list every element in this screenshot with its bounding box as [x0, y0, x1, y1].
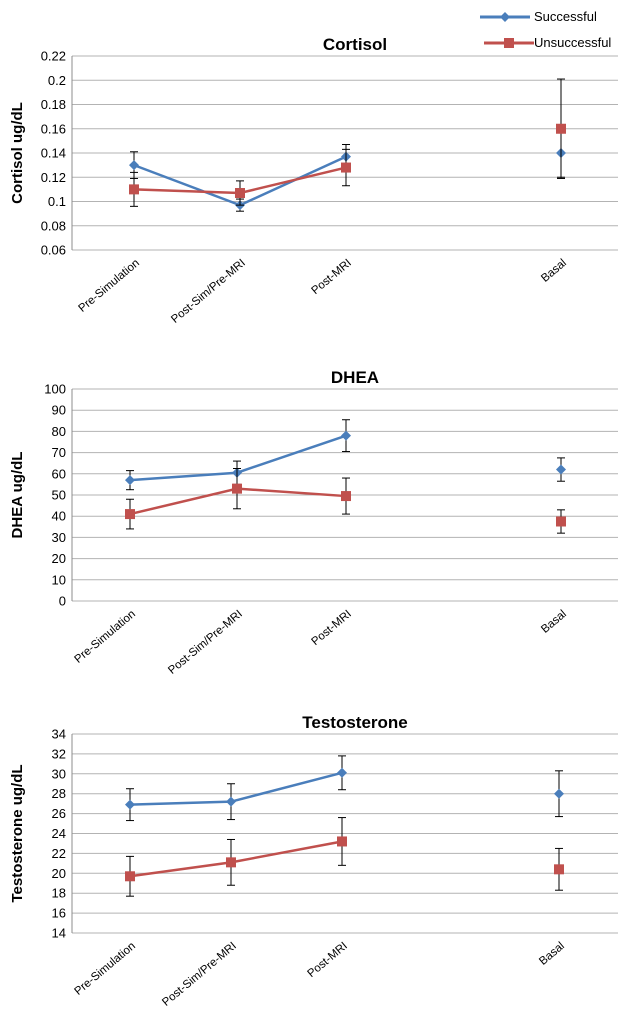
- testosterone-y-axis-label: Testosterone ug/dL: [9, 764, 26, 902]
- cortisol-y-tick-label: 0.16: [41, 121, 66, 136]
- testosterone-point-successful: [337, 767, 347, 778]
- dhea-point-unsuccessful: [125, 509, 135, 520]
- testosterone-y-tick-label: 30: [52, 766, 66, 781]
- dhea-y-tick-label: 70: [52, 445, 66, 460]
- cortisol-x-tick-label: Post-Sim/Pre-MRI: [169, 257, 248, 326]
- dhea-y-tick-label: 30: [52, 530, 66, 545]
- dhea-point-successful: [125, 475, 135, 486]
- legend-label-successful: Successful: [534, 9, 597, 24]
- dhea-x-tick-label: Post-MRI: [310, 608, 354, 648]
- legend-marker-successful: [500, 12, 510, 22]
- cortisol-y-tick-label: 0.18: [41, 97, 66, 112]
- dhea-point-successful: [556, 464, 566, 475]
- cortisol-x-tick-label: Pre-Simulation: [76, 257, 141, 315]
- dhea-y-tick-label: 90: [52, 403, 66, 418]
- dhea-point-unsuccessful: [232, 483, 242, 494]
- dhea-y-tick-label: 40: [52, 509, 66, 524]
- dhea-y-tick-label: 100: [44, 382, 66, 397]
- legend-label-unsuccessful: Unsuccessful: [534, 35, 611, 50]
- cortisol-y-tick-label: 0.12: [41, 170, 66, 185]
- cortisol-point-unsuccessful: [341, 162, 351, 173]
- cortisol-chart: Cortisol Cortisol ug/dL 0.06 0.08 0.1 0.12 0.1…: [9, 35, 618, 326]
- testosterone-y-tick-label: 26: [52, 806, 66, 821]
- cortisol-y-axis-label: Cortisol ug/dL: [9, 102, 26, 204]
- testosterone-point-unsuccessful: [125, 871, 135, 882]
- cortisol-point-unsuccessful: [129, 184, 139, 195]
- cortisol-x-tick-label: Basal: [539, 257, 569, 285]
- dhea-y-tick-label: 80: [52, 424, 66, 439]
- testosterone-y-tick-label: 32: [52, 746, 66, 761]
- testosterone-y-tick-label: 24: [52, 826, 66, 841]
- dhea-title: DHEA: [331, 368, 379, 387]
- legend-item-successful: Successful: [480, 9, 597, 24]
- dhea-x-tick-label: Pre-Simulation: [72, 608, 137, 666]
- dhea-y-tick-label: 0: [59, 594, 66, 609]
- cortisol-y-tick-label: 0.08: [41, 218, 66, 233]
- cortisol-x-tick-label: Post-MRI: [310, 257, 354, 297]
- dhea-point-successful: [341, 430, 351, 441]
- legend-marker-unsuccessful: [504, 38, 514, 48]
- dhea-point-unsuccessful: [556, 516, 566, 527]
- testosterone-x-tick-label: Pre-Simulation: [72, 940, 137, 998]
- dhea-x-tick-label: Basal: [539, 608, 569, 636]
- legend: Successful Unsuccessful: [480, 9, 611, 50]
- testosterone-x-tick-label: Basal: [537, 940, 567, 968]
- testosterone-x-tick-label: Post-MRI: [306, 940, 350, 980]
- dhea-chart: DHEA DHEA ug/dL 0 10 20 30 40 50 60 70 80 90 100 Pre-…: [9, 368, 618, 677]
- cortisol-title: Cortisol: [323, 35, 387, 54]
- testosterone-y-tick-label: 34: [52, 727, 66, 742]
- dhea-x-tick-label: Post-Sim/Pre-MRI: [166, 608, 245, 677]
- testosterone-point-successful: [125, 799, 135, 810]
- cortisol-y-tick-label: 0.06: [41, 243, 66, 258]
- legend-item-unsuccessful: Unsuccessful: [484, 35, 611, 50]
- testosterone-y-tick-label: 22: [52, 846, 66, 861]
- testosterone-point-unsuccessful: [554, 864, 564, 875]
- dhea-y-tick-label: 20: [52, 551, 66, 566]
- dhea-y-tick-label: 50: [52, 488, 66, 503]
- cortisol-y-tick-label: 0.22: [41, 49, 66, 64]
- testosterone-line-successful: [129, 771, 343, 806]
- testosterone-point-unsuccessful: [337, 836, 347, 847]
- cortisol-point-unsuccessful: [235, 188, 245, 199]
- testosterone-chart: Testosterone Testosterone ug/dL 14 16 18 20 22…: [9, 713, 618, 1009]
- dhea-y-tick-label: 60: [52, 466, 66, 481]
- dhea-y-tick-label: 10: [52, 572, 66, 587]
- dhea-y-axis-label: DHEA ug/dL: [9, 452, 26, 539]
- testosterone-point-successful: [554, 788, 564, 799]
- cortisol-point-successful: [129, 160, 139, 171]
- testosterone-y-tick-label: 18: [52, 886, 66, 901]
- testosterone-title: Testosterone: [302, 713, 408, 732]
- testosterone-point-successful: [226, 796, 236, 807]
- testosterone-x-tick-label: Post-Sim/Pre-MRI: [160, 940, 239, 1009]
- testosterone-y-tick-label: 20: [52, 866, 66, 881]
- testosterone-y-tick-label: 16: [52, 906, 66, 921]
- cortisol-y-tick-label: 0.2: [48, 73, 66, 88]
- testosterone-y-tick-label: 28: [52, 786, 66, 801]
- testosterone-y-tick-label: 14: [52, 926, 66, 941]
- dhea-point-unsuccessful: [341, 491, 351, 502]
- cortisol-y-tick-label: 0.14: [41, 146, 66, 161]
- testosterone-point-unsuccessful: [226, 857, 236, 868]
- cortisol-point-unsuccessful: [556, 123, 566, 134]
- cortisol-y-tick-label: 0.1: [48, 194, 66, 209]
